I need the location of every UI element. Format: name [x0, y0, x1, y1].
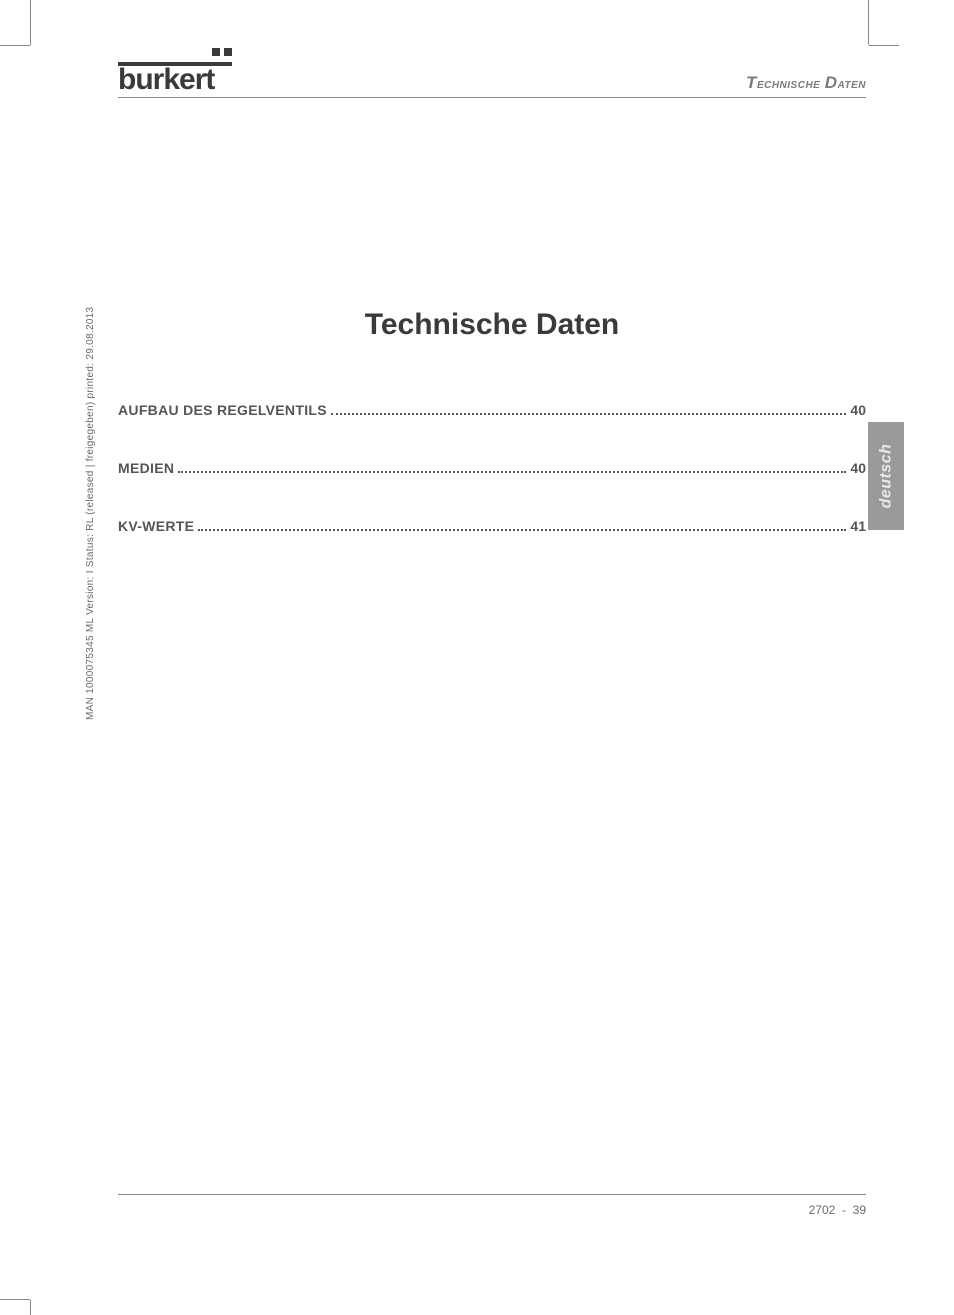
toc-leader-dots	[198, 529, 846, 531]
crop-mark	[868, 0, 869, 45]
footer-page-number: 39	[853, 1203, 866, 1217]
crop-mark	[869, 45, 899, 46]
page-footer: 2702 - 39	[118, 1194, 866, 1217]
toc-entry-page: 40	[850, 402, 866, 418]
toc-entry-page: 41	[850, 518, 866, 534]
logo-text: burkert	[118, 67, 232, 93]
toc-entry: KV-WERTE 41	[118, 518, 866, 534]
language-tab: deutsch	[868, 422, 904, 530]
toc-leader-dots	[331, 413, 847, 415]
toc-entry-label: AUFBAU DES REGELVENTILS	[118, 402, 327, 418]
toc-leader-dots	[178, 471, 846, 473]
document-meta-vertical: MAN 1000075345 ML Version: I Status: RL …	[85, 307, 96, 720]
crop-mark	[30, 1300, 31, 1315]
page-title: Technische Daten	[118, 308, 866, 342]
footer-doc-number: 2702	[809, 1203, 836, 1217]
language-tab-label: deutsch	[877, 444, 895, 509]
header-section-title: Technische Daten	[746, 73, 866, 93]
toc-entry: MEDIEN 40	[118, 460, 866, 476]
toc-entry-page: 40	[850, 460, 866, 476]
toc-entry-label: MEDIEN	[118, 460, 174, 476]
logo: burkert	[118, 48, 232, 93]
table-of-contents: AUFBAU DES REGELVENTILS 40 MEDIEN 40 KV-…	[118, 402, 866, 534]
page-header: burkert Technische Daten	[118, 48, 866, 98]
crop-mark	[0, 1299, 30, 1300]
toc-entry: AUFBAU DES REGELVENTILS 40	[118, 402, 866, 418]
toc-entry-label: KV-WERTE	[118, 518, 194, 534]
page-content: burkert Technische Daten Technische Date…	[118, 48, 866, 1255]
crop-mark	[30, 0, 31, 45]
logo-dots	[212, 48, 232, 56]
crop-mark	[0, 45, 30, 46]
